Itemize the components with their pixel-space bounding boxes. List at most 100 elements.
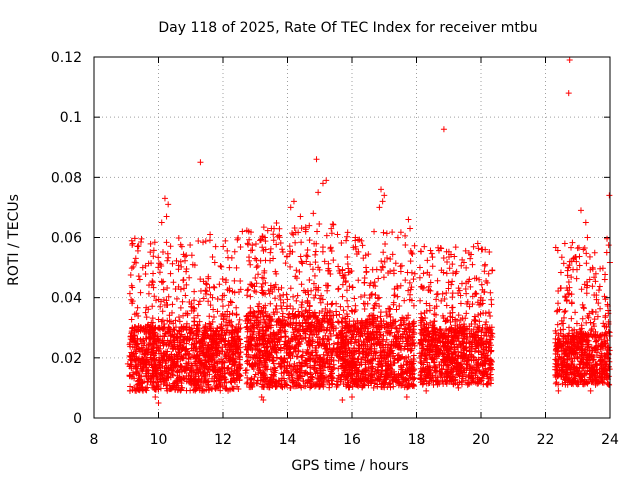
scatter-point: [231, 376, 238, 383]
scatter-point: [159, 248, 166, 255]
scatter-point: [337, 303, 344, 310]
scatter-point: [391, 285, 398, 292]
scatter-point: [306, 277, 313, 284]
scatter-point: [267, 245, 274, 252]
scatter-point: [155, 264, 162, 271]
scatter-point: [143, 372, 150, 379]
scatter-point: [472, 317, 479, 324]
scatter-point: [205, 358, 212, 365]
scatter-point: [427, 247, 434, 254]
scatter-point: [152, 329, 159, 336]
scatter-point: [170, 372, 177, 379]
scatter-point: [144, 349, 151, 356]
scatter-point: [181, 257, 188, 264]
scatter-point: [224, 350, 231, 357]
scatter-point: [191, 340, 198, 347]
scatter-point: [335, 263, 342, 270]
scatter-point: [158, 318, 165, 325]
scatter-point: [376, 294, 383, 301]
scatter-point: [132, 255, 139, 262]
scatter-point: [176, 350, 183, 357]
scatter-point: [134, 335, 141, 342]
scatter-point: [443, 302, 450, 309]
scatter-point: [186, 274, 193, 281]
scatter-point: [180, 277, 187, 284]
scatter-point: [162, 360, 169, 367]
scatter-point: [132, 363, 139, 370]
scatter-point: [231, 277, 238, 284]
scatter-point: [291, 225, 298, 232]
scatter-point: [191, 288, 198, 295]
scatter-point: [371, 279, 378, 286]
scatter-point: [198, 360, 205, 367]
scatter-point: [214, 308, 221, 315]
scatter-point: [205, 381, 212, 388]
scatter-point: [478, 281, 485, 288]
scatter-point: [237, 372, 244, 379]
scatter-point: [224, 327, 231, 334]
x-tick-label: 10: [150, 432, 168, 448]
scatter-point: [335, 285, 342, 292]
scatter-point: [382, 240, 389, 247]
scatter-point: [137, 367, 144, 374]
scatter-point: [209, 254, 216, 261]
scatter-point: [145, 290, 152, 297]
scatter-point: [402, 242, 409, 249]
scatter-point: [201, 387, 208, 394]
scatter-point: [185, 350, 192, 357]
scatter-point: [293, 297, 300, 304]
scatter-point: [157, 385, 164, 392]
scatter-point: [135, 273, 142, 280]
scatter-point: [172, 317, 179, 324]
scatter-point: [223, 379, 230, 386]
scatter-point: [180, 312, 187, 319]
scatter-point: [136, 355, 143, 362]
scatter-point: [210, 363, 217, 370]
scatter-point: [225, 364, 232, 371]
scatter-point: [214, 296, 221, 303]
scatter-point: [128, 237, 135, 244]
scatter-point: [142, 262, 149, 269]
scatter-point: [148, 281, 155, 288]
scatter-point: [186, 379, 193, 386]
scatter-point: [210, 378, 217, 385]
scatter-point: [572, 309, 579, 316]
scatter-point: [146, 335, 153, 342]
scatter-point: [351, 295, 358, 302]
x-tick-label: 22: [537, 432, 555, 448]
scatter-point: [218, 335, 225, 342]
scatter-point: [174, 343, 181, 350]
scatter-point: [311, 294, 318, 301]
scatter-point: [158, 278, 165, 285]
scatter-point: [216, 281, 223, 288]
scatter-point: [257, 257, 264, 264]
scatter-point: [208, 331, 215, 338]
scatter-point: [196, 344, 203, 351]
scatter-point: [173, 257, 180, 264]
scatter-point: [272, 305, 279, 312]
scatter-point: [169, 301, 176, 308]
scatter-point: [160, 342, 167, 349]
scatter-point: [157, 261, 164, 268]
scatter-point: [298, 225, 305, 232]
scatter-point: [362, 300, 369, 307]
scatter-point: [397, 268, 404, 275]
scatter-point: [159, 317, 166, 324]
scatter-point: [279, 246, 286, 253]
scatter-point: [210, 354, 217, 361]
scatter-point: [330, 257, 337, 264]
scatter-point: [141, 351, 148, 358]
scatter-point: [481, 262, 488, 269]
y-tick-label: 0.08: [51, 170, 82, 186]
scatter-point: [157, 303, 164, 310]
scatter-point: [363, 268, 370, 275]
scatter-point: [184, 310, 191, 317]
scatter-point: [180, 251, 187, 258]
scatter-point: [335, 286, 342, 293]
scatter-point: [127, 271, 134, 278]
scatter-point: [203, 281, 210, 288]
scatter-point: [175, 314, 182, 321]
scatter-point: [128, 282, 135, 289]
scatter-point: [182, 365, 189, 372]
scatter-point: [421, 243, 428, 250]
